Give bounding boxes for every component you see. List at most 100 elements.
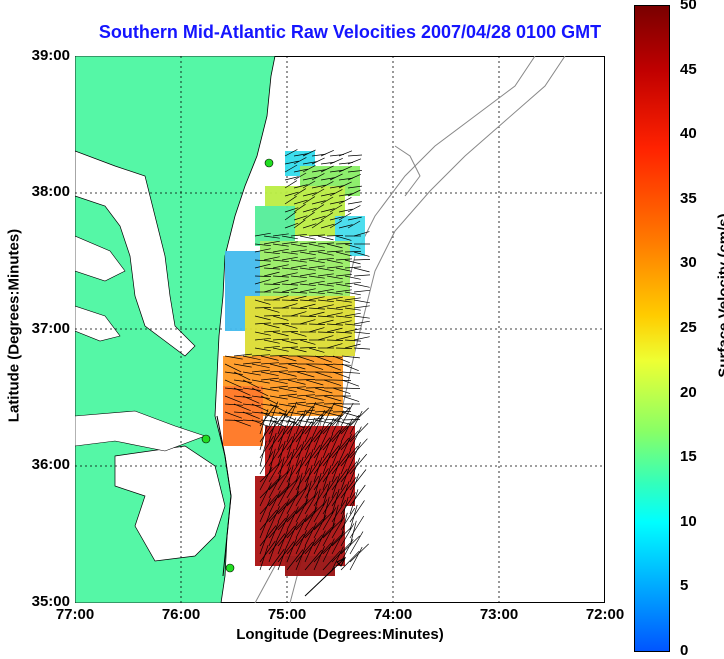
velocity-arrow xyxy=(251,403,269,412)
velocity-arrow xyxy=(286,549,304,571)
velocity-arrow xyxy=(268,401,279,427)
velocity-arrow xyxy=(340,507,356,531)
velocity-vectors xyxy=(224,149,371,571)
velocity-arrow xyxy=(259,513,271,539)
velocity-arrow xyxy=(353,274,371,277)
velocity-arrow xyxy=(299,339,316,345)
velocity-arrow xyxy=(317,304,334,309)
velocity-arrow xyxy=(278,363,298,365)
velocity-arrow xyxy=(302,161,317,165)
velocity-arrow xyxy=(323,379,342,386)
velocity-arrow xyxy=(322,535,342,555)
colorbar-tick: 35 xyxy=(680,190,697,207)
velocity-arrow xyxy=(259,404,276,427)
velocity-arrow xyxy=(299,319,316,325)
velocity-arrow xyxy=(304,519,324,539)
colorbar-tick: 20 xyxy=(680,384,697,401)
velocity-arrow xyxy=(326,339,344,341)
velocity-arrow xyxy=(331,473,341,499)
velocity-arrow xyxy=(326,235,344,237)
velocity-arrow xyxy=(281,235,298,240)
velocity-arrow xyxy=(242,419,262,422)
velocity-arrow xyxy=(326,265,343,269)
velocity-arrow xyxy=(293,199,308,205)
velocity-arrow xyxy=(311,173,325,181)
velocity-arrow xyxy=(268,448,276,475)
velocity-arrow xyxy=(272,233,289,237)
velocity-arrow xyxy=(224,363,242,373)
velocity-arrow xyxy=(254,337,271,341)
velocity-arrow xyxy=(277,545,288,571)
velocity-arrow xyxy=(326,296,343,301)
velocity-arrow xyxy=(286,506,299,531)
velocity-arrow xyxy=(290,291,308,294)
velocity-arrow xyxy=(286,448,295,475)
velocity-arrow xyxy=(305,387,325,389)
velocity-arrow xyxy=(326,275,343,280)
velocity-arrow xyxy=(335,258,353,261)
velocity-arrow xyxy=(286,503,306,523)
velocity-arrow xyxy=(281,241,298,245)
velocity-arrow xyxy=(317,257,334,261)
velocity-arrow xyxy=(259,409,269,435)
velocity-arrow xyxy=(320,196,334,205)
velocity-arrow xyxy=(331,457,342,483)
velocity-arrow xyxy=(295,409,307,435)
velocity-arrow xyxy=(353,289,370,293)
velocity-arrow xyxy=(277,409,288,435)
velocity-arrow xyxy=(290,311,307,317)
velocity-arrow xyxy=(322,507,337,531)
velocity-arrow xyxy=(290,243,307,248)
velocity-arrow xyxy=(286,518,305,539)
velocity-arrow xyxy=(290,331,307,337)
map-panel[interactable] xyxy=(75,56,605,603)
velocity-arrow xyxy=(335,347,353,349)
velocity-arrow xyxy=(320,177,335,181)
velocity-arrow xyxy=(326,281,343,285)
velocity-arrow xyxy=(295,526,314,547)
velocity-arrow xyxy=(313,499,328,523)
velocity-arrow xyxy=(296,394,316,397)
velocity-arrow xyxy=(349,453,367,475)
velocity-arrow xyxy=(242,395,260,404)
velocity-arrow xyxy=(347,185,362,189)
velocity-arrow xyxy=(295,441,305,467)
velocity-arrow xyxy=(233,387,251,396)
velocity-arrow xyxy=(286,444,302,467)
velocity-arrow xyxy=(295,456,304,483)
velocity-arrow xyxy=(272,295,289,301)
velocity-arrow xyxy=(224,411,243,419)
velocity-arrow xyxy=(286,522,298,547)
velocity-arrow xyxy=(340,476,357,499)
velocity-arrow xyxy=(281,299,299,301)
velocity-arrow xyxy=(286,464,294,491)
velocity-arrow xyxy=(263,271,280,277)
velocity-arrow xyxy=(224,379,242,388)
velocity-arrow xyxy=(331,530,345,555)
velocity-arrow xyxy=(308,323,326,325)
velocity-arrow xyxy=(347,216,362,221)
station-marker xyxy=(264,158,274,168)
velocity-arrow xyxy=(344,343,361,349)
velocity-arrow xyxy=(317,235,334,241)
velocity-arrow xyxy=(272,323,290,325)
velocity-arrow xyxy=(304,449,314,475)
velocity-arrow xyxy=(341,379,360,387)
velocity-arrow xyxy=(335,283,352,288)
velocity-arrow xyxy=(332,371,351,379)
velocity-arrow xyxy=(353,305,370,309)
velocity-arrow xyxy=(313,406,332,427)
velocity-arrow xyxy=(335,273,352,277)
velocity-arrow xyxy=(323,363,342,371)
velocity-arrow xyxy=(290,264,307,269)
velocity-arrow xyxy=(308,275,325,279)
velocity-arrow xyxy=(296,419,315,424)
velocity-arrow xyxy=(331,410,344,435)
velocity-arrow xyxy=(304,538,316,563)
velocity-arrow xyxy=(268,548,285,571)
velocity-arrow xyxy=(284,160,299,165)
velocity-arrow xyxy=(331,422,350,443)
velocity-arrow xyxy=(313,437,331,459)
velocity-arrow xyxy=(322,414,341,435)
velocity-arrow xyxy=(286,537,298,563)
